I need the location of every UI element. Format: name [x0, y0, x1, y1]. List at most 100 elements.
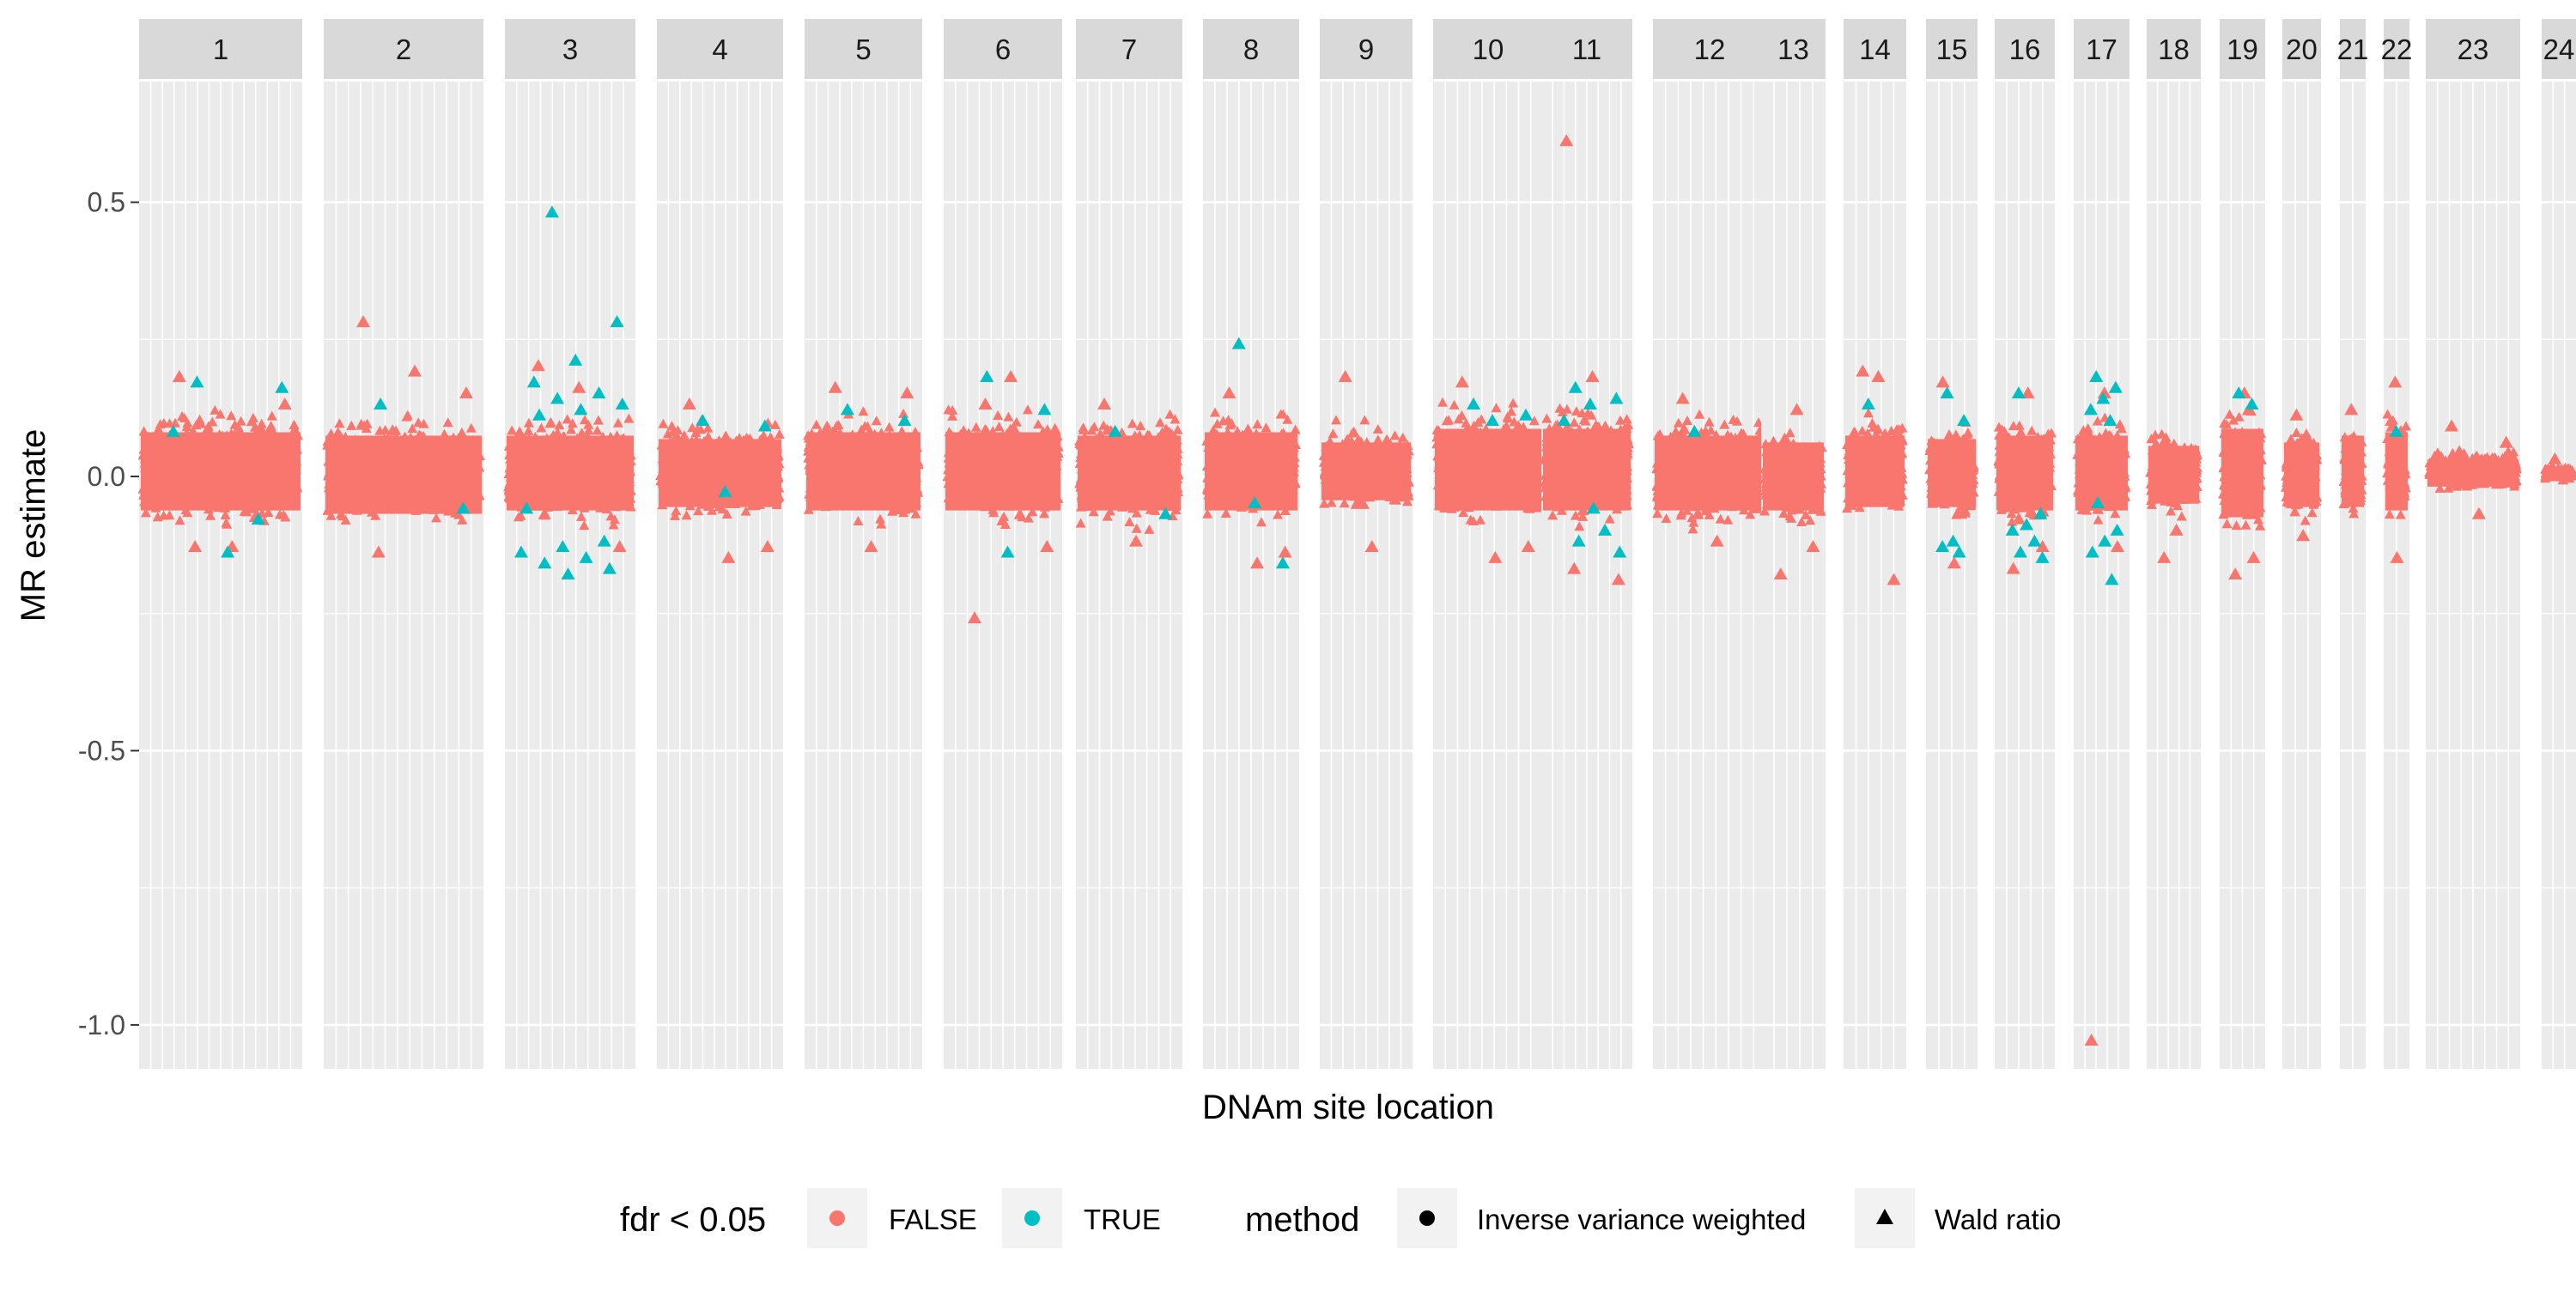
- facet-panel-5: 5: [803, 19, 924, 1069]
- outlier-point: [1004, 370, 1018, 382]
- outlier-point: [2548, 452, 2562, 464]
- facet-strip: [1203, 19, 1299, 79]
- false-points-core: [1845, 435, 1905, 507]
- outlier-point: [1040, 540, 1054, 553]
- facet-strip-label: 1: [213, 33, 228, 65]
- facet-strip-label: 20: [2286, 33, 2318, 65]
- facet-strip-label: 5: [855, 33, 871, 65]
- y-axis-title: MR estimate: [15, 429, 52, 622]
- panel-background: [1433, 82, 1543, 1069]
- circle-icon: [1419, 1210, 1435, 1226]
- outlier-point: [1097, 397, 1111, 409]
- significant-point: [2098, 534, 2112, 547]
- facet-panel-14: 14: [1842, 19, 1908, 1069]
- outlier-point: [1455, 375, 1469, 388]
- facet-panel-16: 16: [1993, 19, 2057, 1069]
- outlier-point: [371, 545, 386, 558]
- legend-label: Inverse variance weighted: [1477, 1204, 1806, 1235]
- outlier-point: [1488, 550, 1503, 563]
- facet-strip-label: 19: [2227, 33, 2258, 65]
- y-tick-label: 0.5: [88, 187, 125, 218]
- significant-point: [602, 561, 617, 574]
- facet-panel-23: 23: [2424, 19, 2522, 1069]
- circle-icon: [829, 1210, 845, 1226]
- facet-panel-21: 21: [2337, 19, 2368, 1069]
- significant-point: [1957, 414, 1971, 427]
- significant-point: [2089, 370, 2104, 382]
- outlier-point: [1567, 561, 1582, 574]
- outlier-point: [2445, 419, 2459, 432]
- significant-point: [1519, 408, 1533, 421]
- significant-point: [1231, 337, 1246, 349]
- facet-panel-9: 9: [1318, 19, 1414, 1069]
- significant-point: [519, 501, 534, 514]
- outlier-point: [1222, 386, 1236, 399]
- facet-panel-10: 10: [1431, 19, 1545, 1069]
- significant-point: [2020, 518, 2034, 531]
- outlier-point: [459, 386, 473, 399]
- significant-point: [568, 353, 583, 366]
- outlier-point: [531, 359, 545, 372]
- significant-point: [190, 375, 204, 388]
- facet-panel-6: 6: [942, 19, 1064, 1069]
- facet-strip: [1995, 19, 2055, 79]
- false-points-core: [1543, 428, 1631, 511]
- legend: fdr < 0.05 FALSE TRUE method Inverse varianc…: [620, 1188, 2061, 1248]
- facet-panel-20: 20: [2281, 19, 2323, 1069]
- legend-title: method: [1245, 1201, 1359, 1239]
- outlier-point: [2388, 375, 2403, 388]
- significant-point: [2091, 495, 2105, 508]
- significant-point: [1568, 380, 1583, 393]
- false-points-core: [2543, 470, 2574, 480]
- significant-point: [1248, 495, 1262, 508]
- facet-panel-17: 17: [2072, 19, 2131, 1069]
- outlier-point: [2390, 550, 2404, 563]
- facet-strip-label: 9: [1358, 33, 1374, 65]
- facet-panel-15: 15: [1924, 19, 1979, 1069]
- significant-point: [2011, 386, 2026, 399]
- false-points-core: [1435, 428, 1541, 511]
- facet-strip-label: 15: [1936, 33, 1968, 65]
- significant-point: [718, 485, 732, 498]
- outlier-point: [1947, 556, 1961, 569]
- outlier-point: [2289, 408, 2304, 421]
- facet-strip-label: 3: [562, 33, 578, 65]
- outlier-point: [1935, 375, 1950, 388]
- outlier-point: [2157, 550, 2172, 563]
- false-points-core: [2075, 435, 2128, 511]
- significant-point: [1952, 545, 1966, 558]
- facet-strip: [1653, 19, 1766, 79]
- significant-point: [544, 205, 559, 218]
- panel-background: [2147, 82, 2201, 1069]
- outlier-point: [2228, 567, 2243, 579]
- facet-panel-13: 13: [1759, 19, 1827, 1069]
- significant-point: [532, 408, 547, 421]
- outlier-point: [2020, 386, 2035, 399]
- panel-background: [2542, 82, 2576, 1069]
- outlier-point: [900, 386, 914, 399]
- facet-strip-label: 18: [2158, 33, 2190, 65]
- outlier-point: [864, 540, 878, 553]
- significant-point: [2389, 424, 2403, 437]
- false-points-core: [1763, 442, 1824, 511]
- false-points-core: [2427, 459, 2518, 487]
- outlier-point: [1338, 370, 1352, 382]
- significant-point: [556, 540, 570, 553]
- panel-background: [1076, 82, 1182, 1069]
- outlier-point: [978, 397, 993, 409]
- significant-point: [592, 386, 606, 399]
- facet-strip: [805, 19, 922, 79]
- false-points-core: [141, 432, 301, 511]
- facet-strip-label: 22: [2381, 33, 2413, 65]
- significant-point: [757, 419, 772, 432]
- outlier-point: [1521, 540, 1535, 553]
- significant-point: [513, 545, 528, 558]
- significant-point: [561, 567, 575, 579]
- outlier-point: [2169, 523, 2184, 536]
- outlier-point: [172, 370, 186, 382]
- y-tick-label: 0.0: [88, 461, 125, 492]
- facet-panel-11: 11: [1540, 19, 1634, 1069]
- facet-strip: [1433, 19, 1543, 79]
- y-tick-label: -1.0: [78, 1010, 125, 1040]
- significant-point: [1571, 534, 1586, 547]
